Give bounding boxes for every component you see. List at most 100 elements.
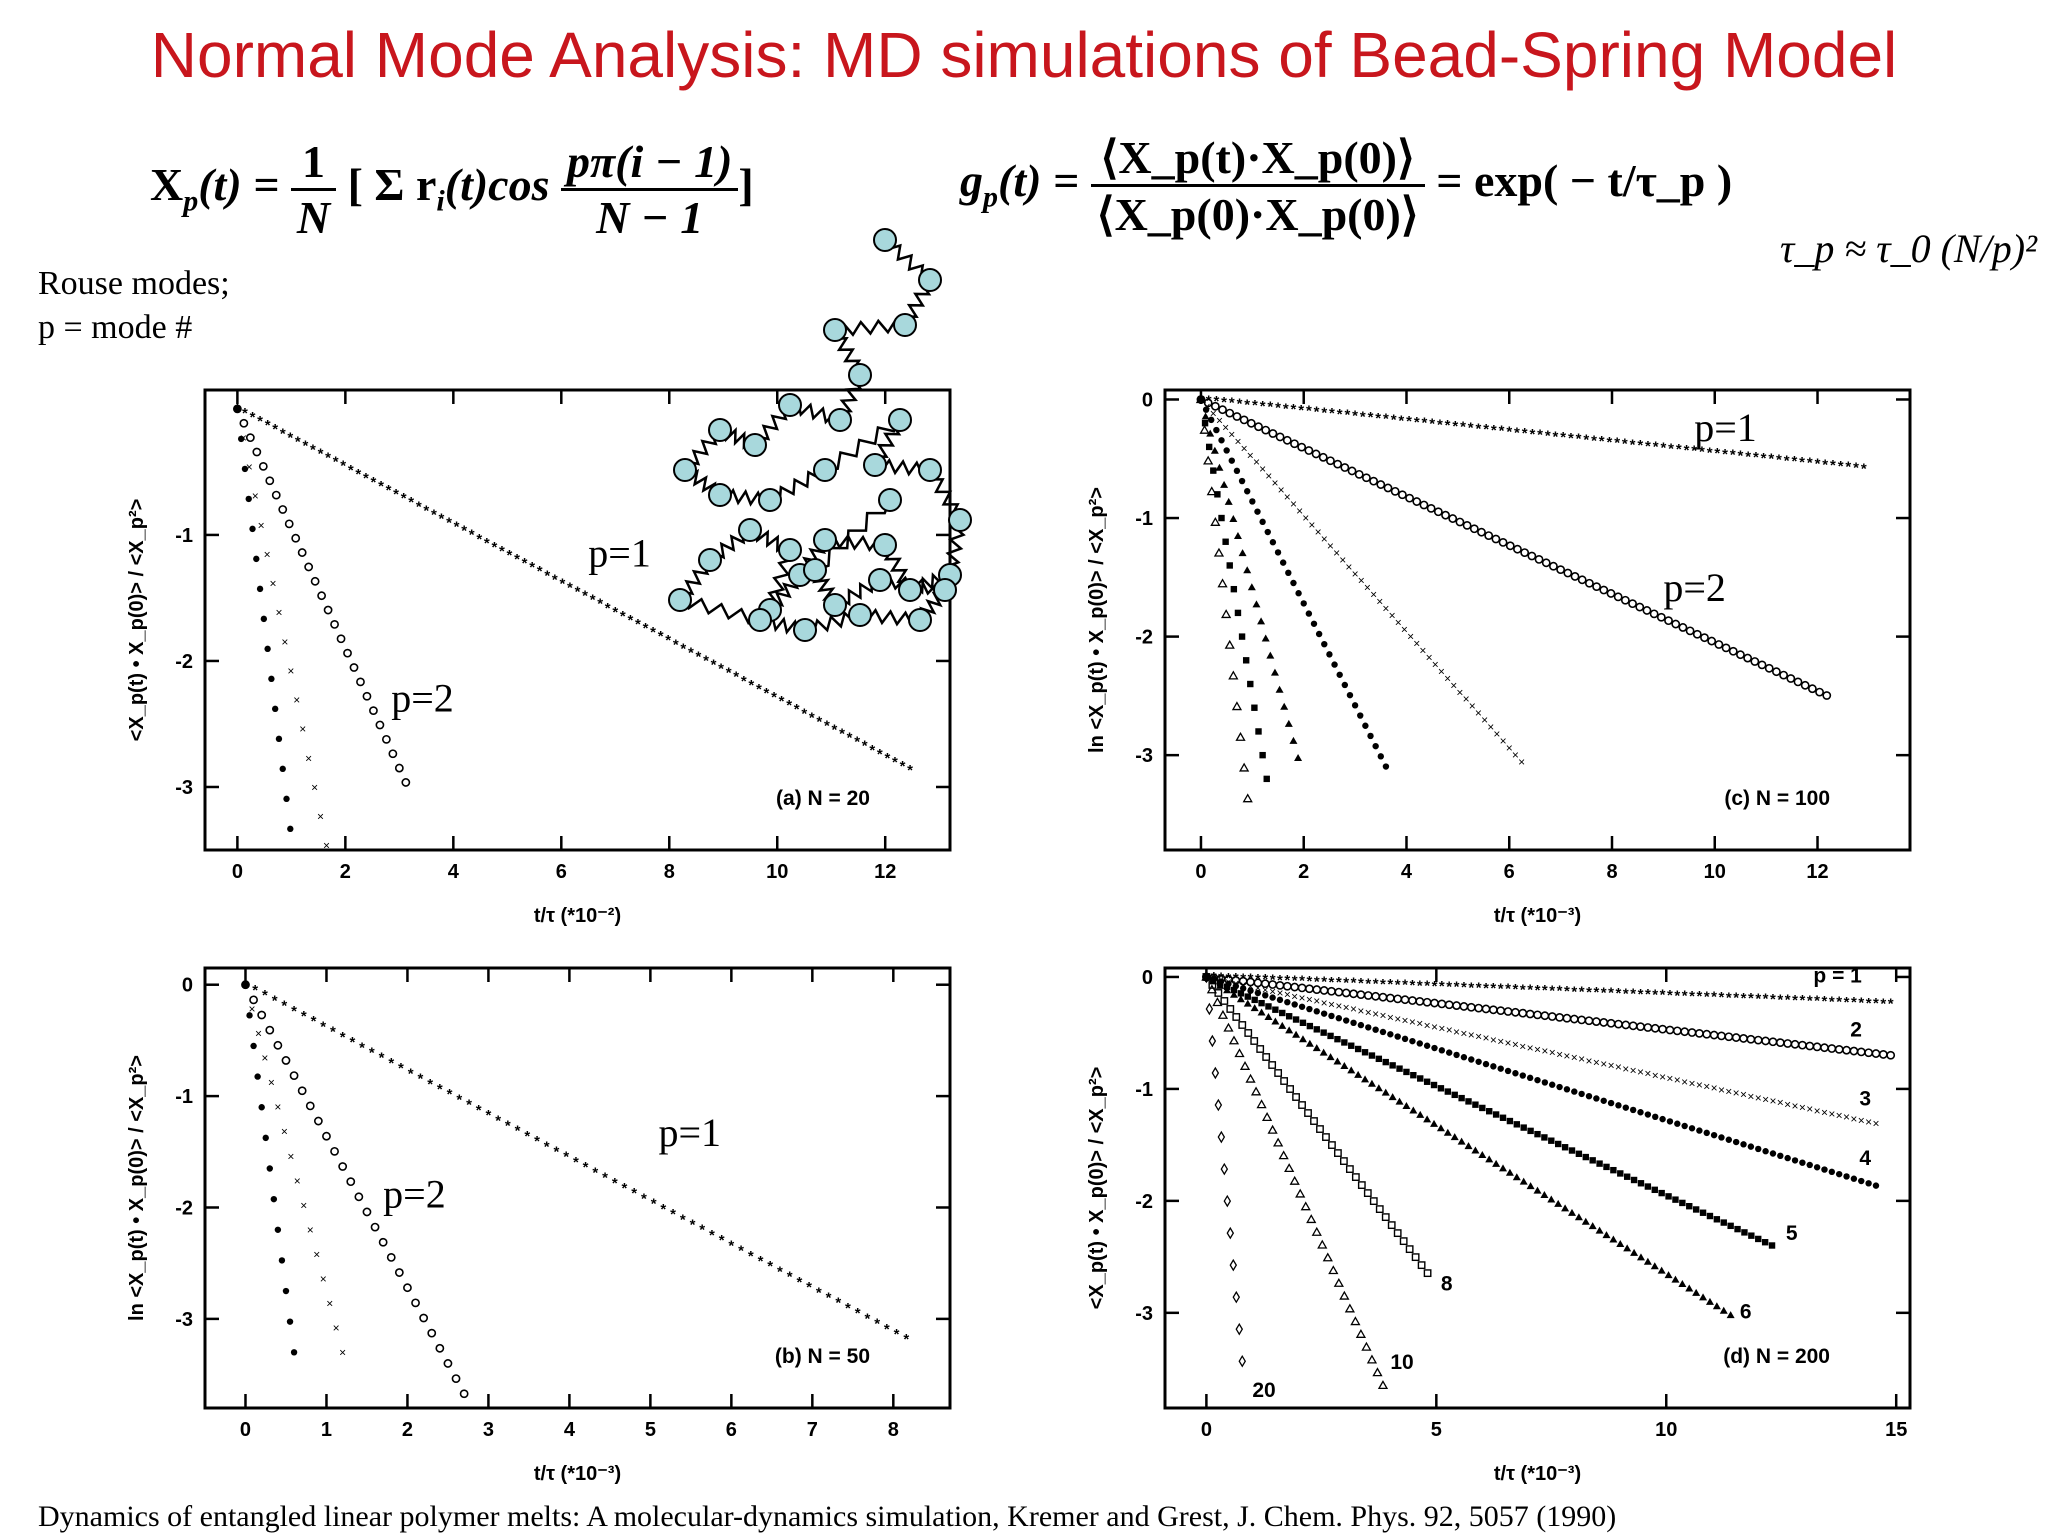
data-point [1731, 1033, 1741, 1042]
data-point [1426, 503, 1436, 513]
data-point [1397, 490, 1407, 500]
data-point [1405, 1245, 1414, 1254]
data-point [234, 405, 241, 413]
data-point: * [1792, 992, 1798, 1009]
data-point [1591, 1017, 1601, 1026]
data-point [1712, 1302, 1721, 1310]
data-point: * [1213, 393, 1219, 410]
data-point [1540, 1011, 1550, 1021]
data-point [1705, 1297, 1714, 1305]
data-point [1739, 1034, 1748, 1043]
data-point [1238, 477, 1246, 485]
data-point [241, 465, 249, 473]
data-point: * [1776, 452, 1782, 469]
data-point: * [1461, 979, 1467, 996]
data-point [1478, 1150, 1487, 1158]
data-point [1644, 1183, 1652, 1190]
data-point: × [1644, 1067, 1651, 1081]
data-point: * [1845, 459, 1851, 476]
data-point [1671, 1275, 1680, 1283]
data-point [1465, 1098, 1472, 1105]
data-point [1401, 1035, 1409, 1043]
bead [878, 488, 902, 512]
data-point [1220, 997, 1229, 1005]
data-point [1259, 751, 1266, 759]
data-point: * [1468, 419, 1474, 436]
data-point [1312, 1044, 1321, 1052]
data-point [1665, 1025, 1675, 1035]
data-point [1280, 1077, 1289, 1085]
data-point: * [534, 1133, 540, 1150]
data-point: * [1660, 987, 1666, 1004]
series-annotation: 6 [1740, 1300, 1752, 1323]
data-point [1226, 562, 1233, 569]
data-point: × [1784, 1097, 1791, 1111]
data-point: * [680, 640, 686, 657]
data-point [1328, 1265, 1339, 1275]
data-point: * [1337, 406, 1343, 423]
data-point [1236, 995, 1245, 1003]
data-point [1315, 630, 1323, 638]
data-point: * [349, 1034, 355, 1051]
data-point: × [1358, 574, 1365, 588]
data-point: * [1402, 977, 1408, 994]
data-point [1761, 1036, 1770, 1046]
data-point: * [522, 555, 528, 572]
data-point: × [1276, 986, 1283, 1000]
data-point: × [1456, 685, 1463, 699]
data-point [1374, 1084, 1383, 1092]
data-point: × [323, 839, 330, 853]
data-point: * [1601, 984, 1607, 1001]
data-point: * [1682, 988, 1688, 1005]
data-point: * [605, 600, 611, 617]
data-point [1453, 1051, 1460, 1059]
data-point: * [767, 1258, 773, 1275]
data-point [394, 763, 404, 773]
data-point [378, 1237, 388, 1247]
data-point: * [476, 1102, 482, 1119]
plot-frame [1163, 388, 1912, 852]
data-point: × [1315, 525, 1322, 539]
data-point: × [255, 1027, 262, 1041]
series-annotation: p=1 [588, 530, 651, 575]
data-point [1206, 486, 1217, 496]
data-point [1387, 1031, 1394, 1038]
data-point: × [1306, 993, 1313, 1007]
data-point: * [1607, 434, 1613, 451]
data-point [1369, 476, 1378, 486]
data-point [1696, 1127, 1703, 1134]
data-point [1225, 408, 1235, 418]
data-point: × [1493, 727, 1500, 741]
x-axis-label: t/τ (*10⁻³) [534, 1463, 621, 1485]
data-point [1263, 775, 1270, 783]
data-point: * [862, 738, 868, 755]
bead [813, 528, 837, 552]
data-point [1490, 1063, 1497, 1070]
data-point [242, 981, 249, 988]
data-point: * [1858, 994, 1864, 1011]
data-point: × [293, 693, 300, 707]
data-point [1244, 993, 1251, 1000]
data-point: * [1380, 976, 1386, 993]
data-point: * [1785, 992, 1791, 1009]
data-point [1396, 1065, 1403, 1072]
data-point [1411, 1253, 1420, 1262]
data-point: * [1711, 989, 1717, 1006]
data-point [1279, 559, 1287, 566]
data-point [427, 1328, 437, 1338]
data-point: × [1593, 1055, 1600, 1069]
data-point: * [835, 1295, 841, 1312]
data-point [1335, 1015, 1343, 1022]
data-point: * [1699, 444, 1705, 461]
data-point [1357, 1181, 1366, 1189]
data-point [1223, 1022, 1234, 1032]
series-triangle-open [1195, 394, 1253, 803]
x-tick-label: 10 [766, 861, 788, 883]
data-point: * [1391, 411, 1397, 428]
data-point [1623, 1173, 1631, 1180]
data-point [443, 1359, 453, 1368]
data-point: * [466, 1097, 472, 1114]
data-point: * [680, 1211, 686, 1228]
data-point [1755, 1235, 1762, 1243]
data-point [1357, 712, 1364, 719]
